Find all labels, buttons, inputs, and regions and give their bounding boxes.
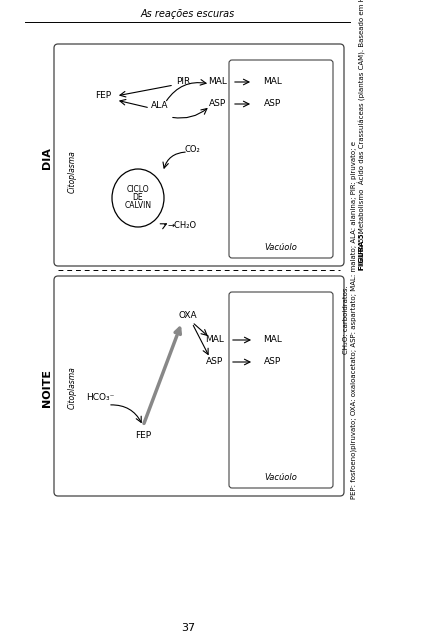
Text: Vacúolo: Vacúolo [265, 474, 297, 483]
FancyBboxPatch shape [229, 292, 333, 488]
Text: FEP: FEP [95, 92, 111, 100]
Text: CO₂: CO₂ [184, 145, 200, 154]
Text: CH₂O: carboidratos.: CH₂O: carboidratos. [343, 285, 349, 355]
Text: FIGURA 5.: FIGURA 5. [359, 230, 365, 270]
Text: 37: 37 [181, 623, 195, 633]
Text: OXA: OXA [178, 310, 197, 319]
Text: ASP: ASP [265, 99, 282, 109]
FancyBboxPatch shape [229, 60, 333, 258]
Text: HCO₃⁻: HCO₃⁻ [86, 394, 114, 403]
FancyBboxPatch shape [54, 276, 344, 496]
Text: MAL: MAL [264, 77, 282, 86]
Text: ASP: ASP [209, 99, 227, 109]
Text: PEP: fosfoeno)piruvato; OXA: oxaloacetato; ASP: aspartato; MAL: malato; ALA: ala: PEP: fosfoeno)piruvato; OXA: oxaloacetat… [351, 141, 357, 499]
Text: PIR: PIR [176, 77, 190, 86]
Ellipse shape [112, 169, 164, 227]
Text: As reações escuras: As reações escuras [141, 9, 235, 19]
Text: CICLO: CICLO [127, 186, 149, 195]
Text: MAL: MAL [209, 77, 227, 86]
Text: CALVIN: CALVIN [124, 202, 152, 211]
Text: FIGURA 5. Metabolismo  Ácido das Crassuláceas (plantas CAM). Baseado em Hall & R: FIGURA 5. Metabolismo Ácido das Crassulá… [358, 0, 366, 270]
Text: Citoplasma: Citoplasma [67, 367, 77, 410]
Text: NOITE: NOITE [42, 369, 52, 407]
FancyBboxPatch shape [54, 44, 344, 266]
Text: Vacúolo: Vacúolo [265, 243, 297, 253]
Text: ALA: ALA [151, 102, 169, 111]
Text: MAL: MAL [264, 335, 282, 344]
Text: DIA: DIA [42, 147, 52, 169]
Text: MAL: MAL [206, 335, 225, 344]
Text: →CH₂O: →CH₂O [167, 221, 196, 230]
Text: ASP: ASP [265, 358, 282, 367]
Text: Citoplasma: Citoplasma [67, 150, 77, 193]
Text: ASP: ASP [206, 358, 224, 367]
Text: DE: DE [132, 193, 143, 202]
Text: FEP: FEP [135, 431, 151, 440]
